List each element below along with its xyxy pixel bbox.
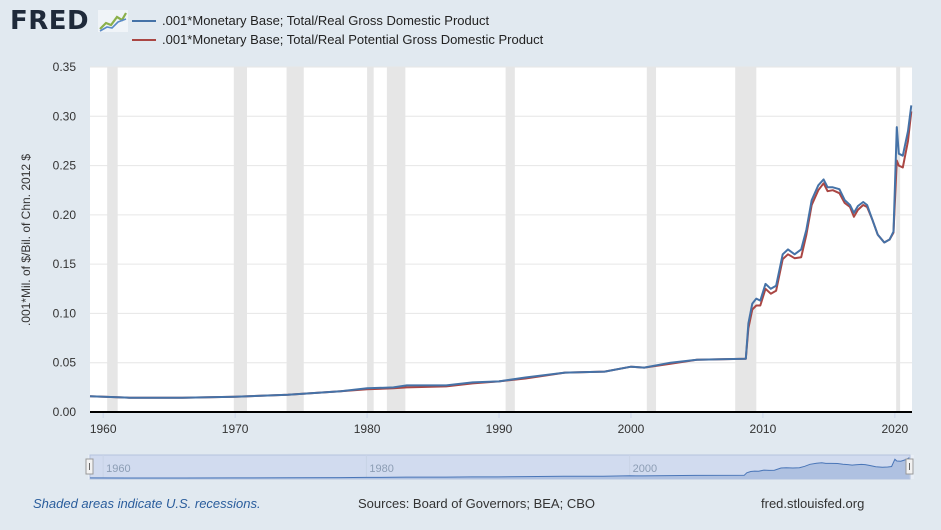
y-tick-label: 0.25 [53, 159, 77, 173]
y-tick-label: 0.30 [53, 109, 77, 123]
series-lines [89, 105, 913, 399]
recession-band [233, 67, 248, 412]
plot-background [90, 67, 912, 412]
recession-band [896, 67, 901, 412]
site-link[interactable]: fred.stlouisfed.org [761, 496, 865, 511]
navigator-right-handle[interactable] [905, 458, 914, 475]
recession-band [367, 67, 374, 412]
range-navigator[interactable]: 1960 1980 2000 [85, 454, 914, 480]
y-tick-label: 0.35 [53, 60, 77, 74]
y-tick-label: 0.20 [53, 208, 77, 222]
legend-label-series-2: .001*Monetary Base; Total/Real Potential… [162, 32, 544, 47]
x-tick-label: 2020 [881, 422, 908, 436]
legend-label-series-1: .001*Monetary Base; Total/Real Gross Dom… [162, 13, 490, 28]
fred-logo-chart-icon [98, 10, 128, 32]
navigator-area [90, 457, 910, 479]
x-tick-label: 2010 [750, 422, 777, 436]
y-axis-title: .001*Mil. of $/Bil. of Chn. 2012 $ [19, 154, 33, 326]
recession-band [107, 67, 118, 412]
legend-swatch-series-1 [132, 19, 156, 22]
recession-band [646, 67, 657, 412]
navigator-labels: 1960 1980 2000 [102, 455, 657, 479]
legend-item-series-1[interactable]: .001*Monetary Base; Total/Real Gross Dom… [132, 11, 543, 30]
legend-item-series-2[interactable]: .001*Monetary Base; Total/Real Potential… [132, 30, 543, 49]
recession-band [286, 67, 304, 412]
y-tick-label: 0.00 [53, 405, 77, 419]
x-tick-label: 1960 [90, 422, 117, 436]
navigator-label: 2000 [633, 463, 657, 475]
x-tick-label: 1970 [222, 422, 249, 436]
fred-logo[interactable]: FRED [10, 6, 130, 40]
gridlines [90, 66, 912, 364]
recession-band [386, 67, 406, 412]
navigator-label: 1980 [369, 463, 393, 475]
recession-band [735, 67, 757, 412]
navigator-label: 1960 [106, 463, 130, 475]
navigator-line [89, 457, 910, 479]
chart-legend: .001*Monetary Base; Total/Real Gross Dom… [132, 11, 543, 49]
recession-note: Shaded areas indicate U.S. recessions. [33, 496, 261, 511]
y-tick-label: 0.05 [53, 356, 77, 370]
x-tick-label: 1980 [354, 422, 381, 436]
legend-swatch-series-2 [132, 38, 156, 41]
recession-bands [107, 67, 901, 412]
recession-band [505, 67, 515, 412]
y-axis-ticks: 0.00 0.05 0.10 0.15 0.20 0.25 0.30 0.35 [53, 60, 77, 419]
y-tick-label: 0.15 [53, 257, 77, 271]
navigator-left-handle[interactable] [85, 458, 94, 475]
series-line-1[interactable] [89, 105, 913, 399]
sources-text: Sources: Board of Governors; BEA; CBO [358, 496, 595, 511]
x-tick-label: 1990 [486, 422, 513, 436]
fred-logo-text: FRED [10, 6, 90, 36]
x-axis-ticks: 1960 1970 1980 1990 2000 2010 2020 [90, 412, 909, 436]
y-tick-label: 0.10 [53, 306, 77, 320]
x-tick-label: 2000 [618, 422, 645, 436]
